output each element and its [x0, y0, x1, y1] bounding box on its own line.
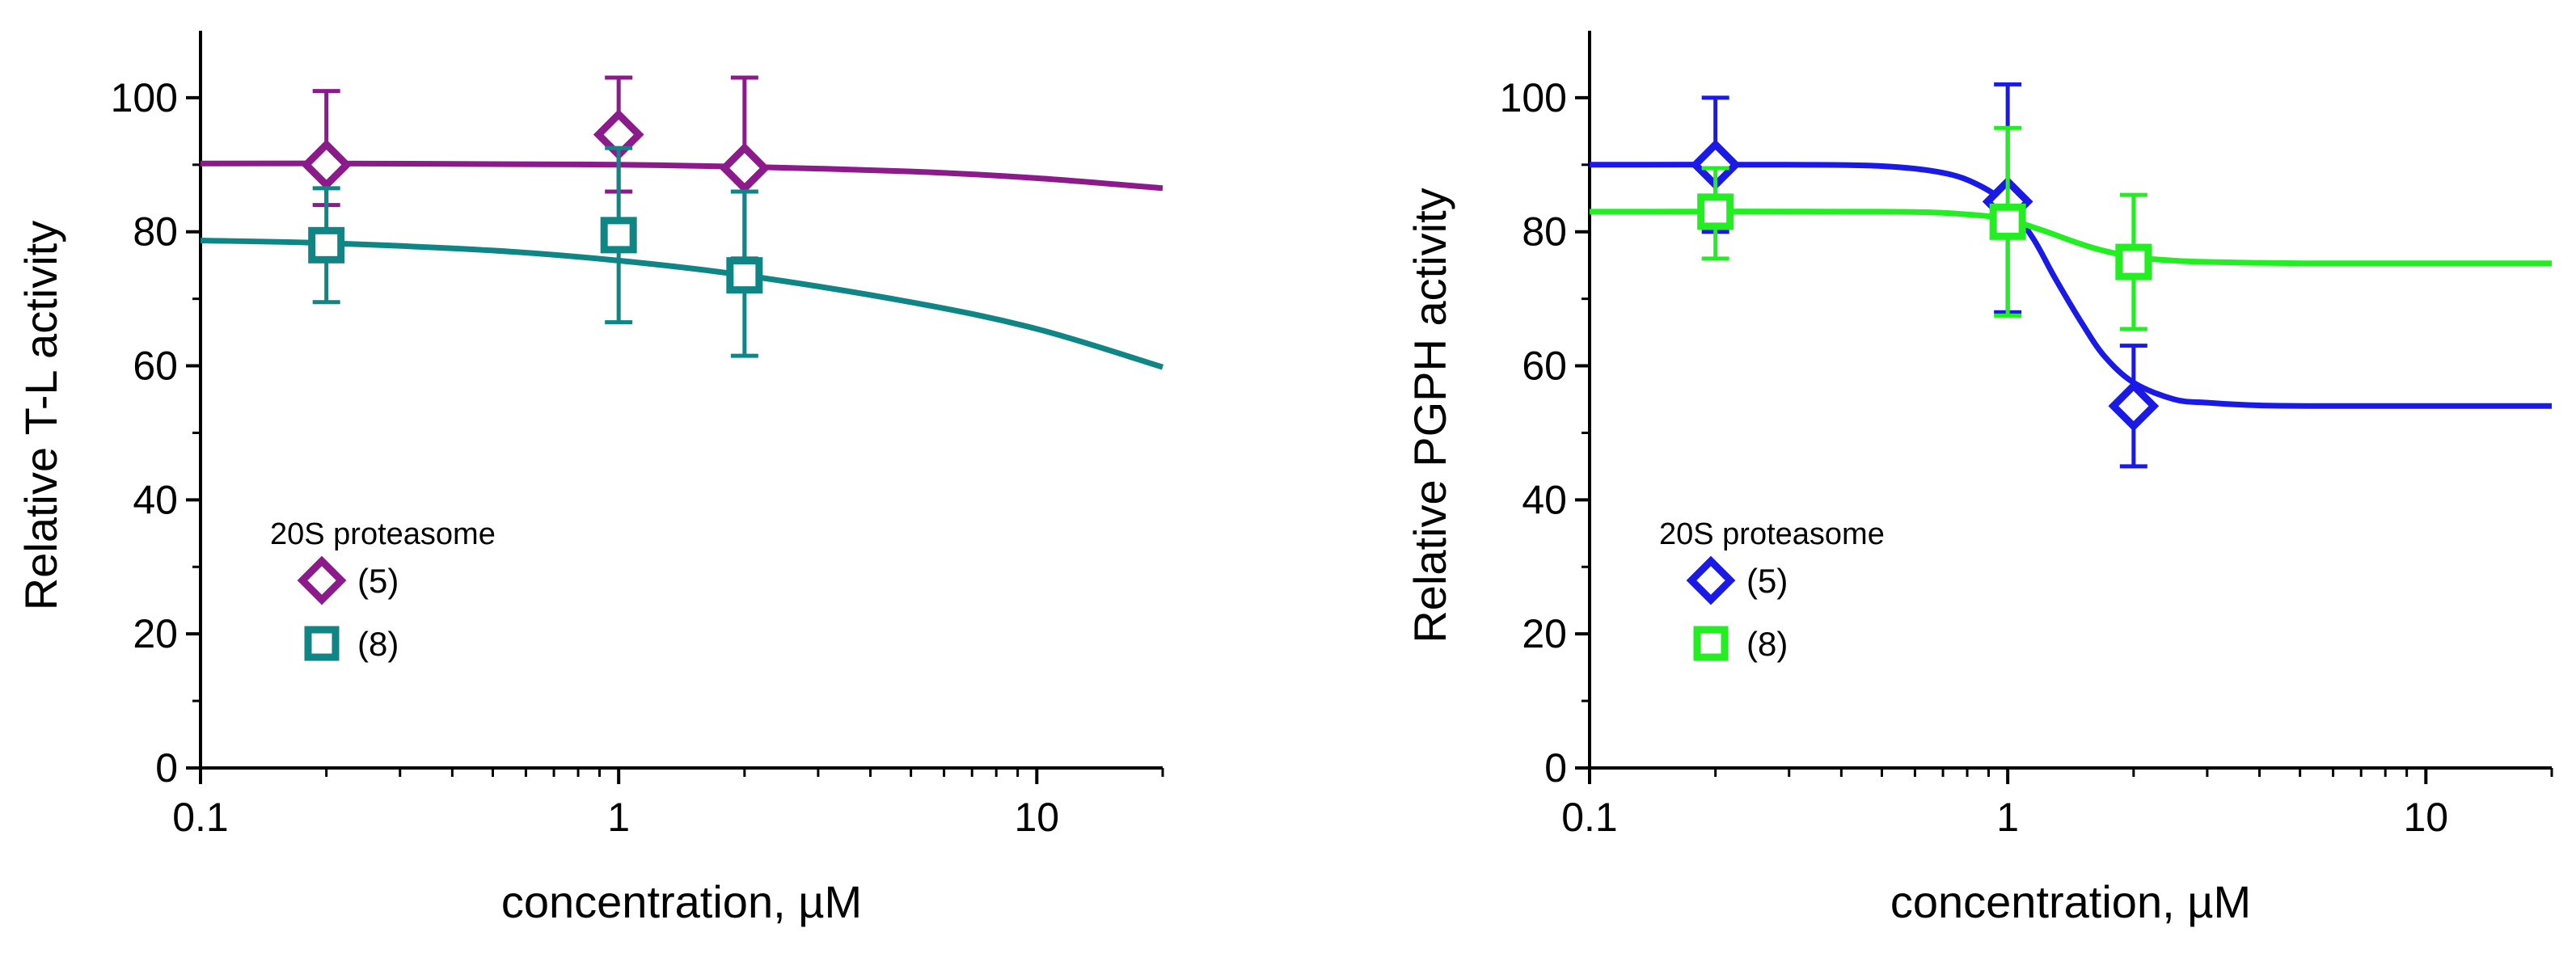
data-point-square — [1989, 203, 2026, 240]
x-tick-label: 1 — [1996, 795, 2019, 840]
data-point-square — [600, 217, 637, 254]
y-tick-label: 20 — [1522, 611, 1567, 656]
chart-panel-1: 0 20 40 60 80 100 0.1 1 10 concentration, µM Relat… — [15, 31, 1164, 927]
y-axis-label: Relative T-L activity — [15, 221, 66, 610]
legend-label: (5) — [357, 562, 399, 600]
x-tick-label: 10 — [2404, 795, 2449, 840]
x-axis-label: concentration, µM — [1890, 876, 2251, 927]
x-tick-label: 10 — [1015, 795, 1060, 840]
y-tick-label: 80 — [1522, 209, 1567, 255]
data-point-diamond — [2108, 380, 2160, 432]
y-tick-label: 0 — [1544, 745, 1567, 791]
y-tick-label: 40 — [1522, 477, 1567, 522]
y-tick-label: 60 — [1522, 344, 1567, 389]
legend-marker-diamond — [297, 555, 347, 605]
data-point-square — [2115, 243, 2152, 281]
y-tick-label: 60 — [133, 344, 178, 389]
data-point-square — [308, 226, 345, 264]
y-tick-label: 80 — [133, 209, 178, 255]
chart-panel-2: 0 20 40 60 80 100 0.1 1 10 concentration, µM Relat… — [1404, 31, 2553, 927]
legend-marker-square — [1693, 626, 1729, 661]
x-axis-label: concentration, µM — [501, 876, 862, 927]
data-point-diamond — [301, 139, 353, 191]
legend-marker-square — [304, 626, 340, 661]
y-tick-label: 40 — [133, 477, 178, 522]
legend-label: (8) — [357, 625, 399, 663]
y-tick-label: 20 — [133, 611, 178, 656]
x-tick-label: 0.1 — [172, 795, 229, 840]
legend-title: 20S proteasome — [270, 517, 496, 551]
y-tick-label: 100 — [1500, 75, 1567, 120]
fit-curve-series-2 — [200, 238, 1164, 370]
legend-label: (8) — [1746, 625, 1788, 663]
data-point-square — [1697, 193, 1734, 230]
legend-marker-diamond — [1686, 555, 1736, 605]
y-tick-label: 100 — [111, 75, 178, 120]
y-tick-label: 0 — [155, 745, 178, 791]
fit-curve-series-2 — [1589, 209, 2552, 267]
x-tick-label: 1 — [607, 795, 630, 840]
data-point-diamond — [719, 142, 771, 194]
fit-curve-series-1 — [1589, 162, 2552, 409]
data-point-square — [726, 257, 763, 294]
x-tick-label: 0.1 — [1561, 795, 1618, 840]
legend-label: (5) — [1746, 562, 1788, 600]
y-axis-label: Relative PGPH activity — [1404, 188, 1455, 643]
legend-title: 20S proteasome — [1659, 517, 1885, 551]
